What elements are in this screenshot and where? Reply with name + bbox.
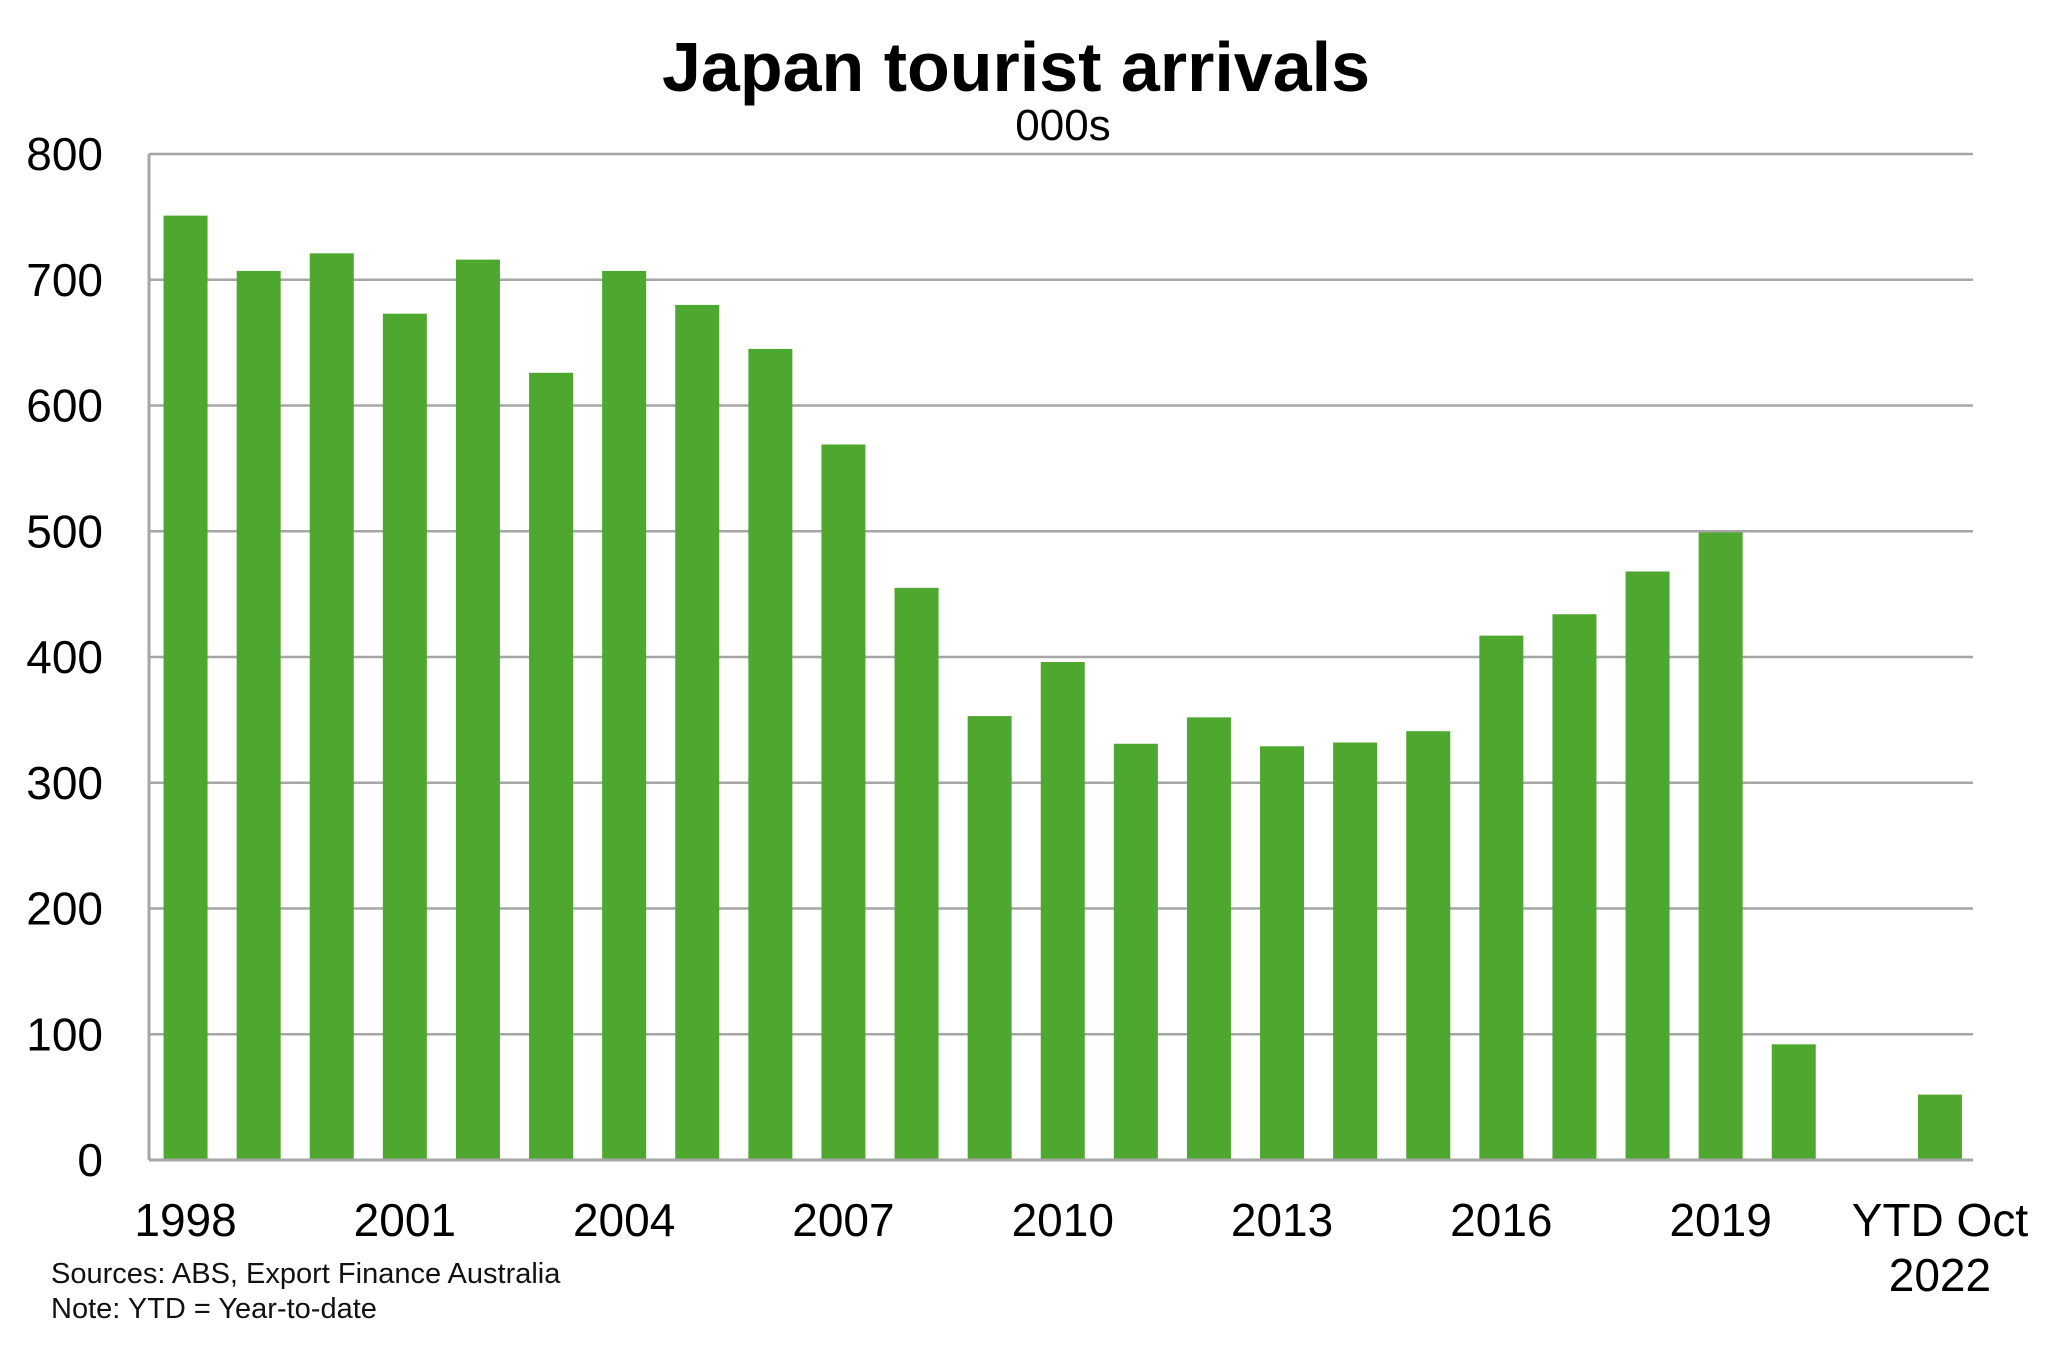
x-tick-label-2010: 2010 <box>1012 1194 1114 1246</box>
bar-2005 <box>675 304 720 1160</box>
bar-1998 <box>163 215 208 1160</box>
x-tick-label-2016: 2016 <box>1450 1194 1552 1246</box>
bar-2018 <box>1625 571 1670 1160</box>
x-tick-label-2013: 2013 <box>1231 1194 1333 1246</box>
sources-note: Sources: ABS, Export Finance Australia <box>51 1258 561 1290</box>
y-tick-label-300: 300 <box>26 757 103 809</box>
x-tick-label-2004: 2004 <box>573 1194 675 1246</box>
x-tick-label-2019: 2019 <box>1669 1194 1771 1246</box>
chart-title: Japan tourist arrivals <box>662 28 1370 106</box>
bar-2000 <box>309 253 354 1160</box>
y-tick-label-600: 600 <box>26 380 103 432</box>
bar-ytd-oct-2022 <box>1917 1094 1962 1160</box>
bar-2001 <box>382 313 427 1160</box>
bar-2003 <box>529 372 574 1160</box>
bar-2013 <box>1260 746 1305 1160</box>
bar-2004 <box>602 270 647 1160</box>
bar-2015 <box>1406 731 1451 1160</box>
bar-2009 <box>967 716 1012 1160</box>
bar-2002 <box>455 259 500 1160</box>
bar-2010 <box>1040 662 1085 1160</box>
bar-2006 <box>748 348 793 1161</box>
bar-2020 <box>1771 1044 1816 1160</box>
bar-1999 <box>236 270 281 1160</box>
y-tick-label-800: 800 <box>26 128 103 180</box>
y-axis-tick-labels: 0 100 200 300 400 500 600 700 800 <box>26 128 103 1186</box>
bar-2007 <box>821 444 866 1160</box>
y-tick-label-400: 400 <box>26 631 103 683</box>
bar-2016 <box>1479 635 1524 1160</box>
ytd-note: Note: YTD = Year-to-date <box>51 1293 377 1325</box>
bar-2019 <box>1698 532 1743 1160</box>
x-tick-label-2001: 2001 <box>354 1194 456 1246</box>
x-tick-label-1998: 1998 <box>134 1194 236 1246</box>
x-tick-label-2007: 2007 <box>792 1194 894 1246</box>
chart-subtitle: 000s <box>1015 101 1110 150</box>
x-axis-tick-labels: 1998 2001 2004 2007 2010 2013 2016 2019 YTD Oct 2… <box>134 1194 2028 1301</box>
bar-2011 <box>1113 743 1158 1160</box>
y-tick-label-700: 700 <box>26 254 103 306</box>
bar-2014 <box>1333 742 1378 1160</box>
y-tick-label-0: 0 <box>77 1134 103 1186</box>
y-tick-label-100: 100 <box>26 1008 103 1060</box>
bars <box>163 215 1962 1161</box>
x-tick-label-ytd-oct-2022: YTD Oct 2022 <box>1852 1194 2029 1301</box>
bar-2017 <box>1552 614 1597 1160</box>
y-tick-label-500: 500 <box>26 505 103 557</box>
y-tick-label-200: 200 <box>26 883 103 935</box>
bar-2012 <box>1186 717 1231 1160</box>
bar-2008 <box>894 587 939 1160</box>
